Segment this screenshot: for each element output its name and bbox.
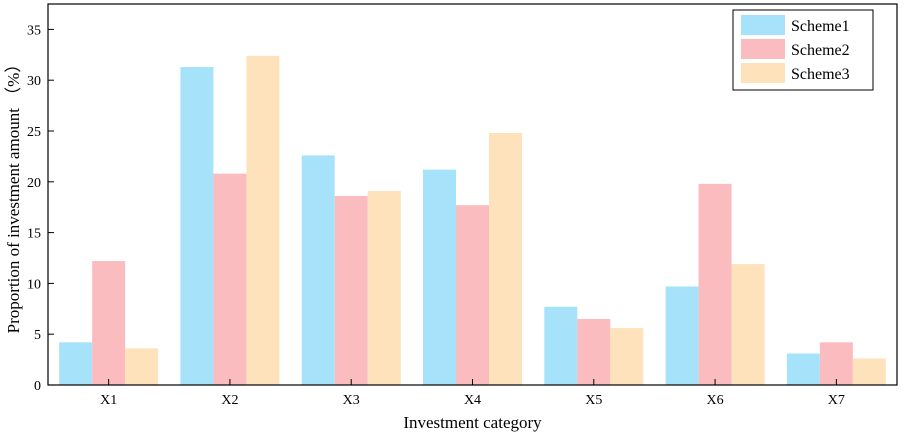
legend-swatch-scheme2	[741, 39, 785, 59]
legend-label-scheme1: Scheme1	[791, 18, 850, 35]
bar-scheme2-x3	[334, 196, 368, 385]
bar-scheme3-x4	[489, 133, 522, 385]
x-tick-label-x2: X2	[221, 393, 238, 408]
y-tick-label: 15	[27, 227, 41, 242]
bar-scheme3-x1	[125, 348, 159, 385]
legend: Scheme1 Scheme2 Scheme3	[732, 9, 874, 91]
x-tick-label-x7: X7	[828, 393, 845, 408]
y-axis-ticks: 0 5 10 15 20 25 30 35	[27, 23, 54, 394]
bar-scheme2-x5	[577, 318, 611, 385]
bar-scheme1-x7	[786, 353, 820, 385]
y-tick-label: 35	[27, 23, 41, 38]
bar-scheme3-x7	[852, 358, 886, 385]
bar-scheme2-x4	[456, 205, 489, 385]
x-axis-title: Investment category	[403, 413, 542, 432]
bar-scheme2-x2	[213, 173, 247, 385]
bar-scheme2-x1	[92, 261, 126, 385]
bar-scheme3-x2	[246, 55, 280, 385]
y-tick-label: 10	[27, 277, 41, 292]
plot-frame	[47, 3, 898, 386]
bar-scheme1-x6	[665, 286, 699, 385]
y-tick-label: 5	[34, 328, 41, 343]
bar-scheme2-x7	[819, 342, 853, 385]
x-tick-label-x6: X6	[707, 393, 724, 408]
legend-swatch-scheme3	[741, 63, 785, 83]
y-tick-label: 30	[27, 74, 41, 89]
y-tick-label: 25	[27, 125, 41, 140]
bar-scheme3-x5	[610, 328, 644, 385]
bars-group	[59, 55, 886, 385]
x-tick-label-x3: X3	[343, 393, 360, 408]
x-axis-ticks: X1 X2 X3 X4 X5 X6 X7	[100, 379, 845, 408]
bar-scheme2-x6	[698, 183, 732, 385]
legend-swatch-scheme1	[741, 15, 785, 35]
x-tick-label-x5: X5	[585, 393, 602, 408]
y-tick-label: 0	[34, 379, 41, 394]
bar-scheme3-x3	[367, 190, 401, 385]
bar-scheme3-x6	[731, 264, 765, 385]
x-tick-label-x1: X1	[100, 393, 117, 408]
legend-label-scheme2: Scheme2	[791, 42, 850, 59]
y-tick-label: 20	[27, 176, 41, 191]
y-axis-title: Proportion of investment amount （%）	[4, 56, 23, 334]
bar-scheme1-x2	[180, 66, 214, 385]
bar-scheme1-x3	[301, 155, 335, 385]
bar-scheme1-x4	[423, 169, 456, 385]
bar-scheme1-x5	[544, 306, 578, 385]
legend-label-scheme3: Scheme3	[791, 66, 850, 83]
x-tick-label-x4: X4	[464, 393, 481, 408]
bar-scheme1-x1	[59, 342, 93, 385]
